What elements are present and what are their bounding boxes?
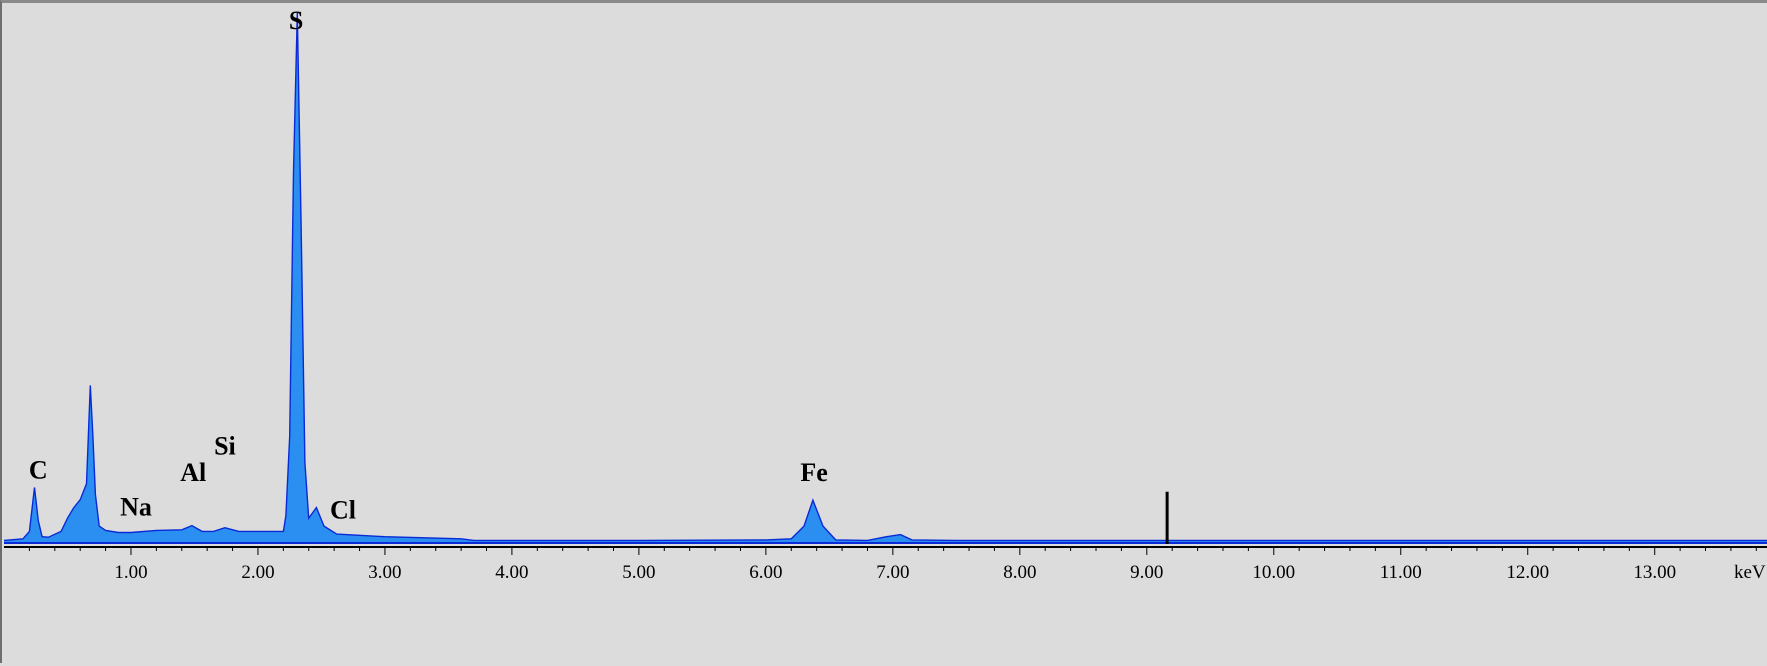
peak-labels: C Na Al Si S Cl Fe [29, 6, 828, 525]
x-tick-label: 10.00 [1252, 562, 1295, 583]
x-axis-ticks: 1.00 2.00 3.00 4.00 5.00 6.00 7.00 8.00 9.00 10.0… [28, 547, 1757, 583]
x-tick-label: 4.00 [495, 562, 528, 583]
spectrum-outline [3, 12, 1767, 542]
x-tick-label: 2.00 [241, 562, 274, 583]
x-tick-label: 6.00 [749, 562, 782, 583]
x-tick-label: 13.00 [1633, 562, 1676, 583]
peak-label-c: C [29, 456, 48, 485]
x-tick-label: 3.00 [368, 562, 401, 583]
x-tick-label: 7.00 [876, 562, 909, 583]
peak-label-s: S [289, 6, 303, 35]
spectrum-series [3, 12, 1767, 542]
x-tick-label: 9.00 [1130, 562, 1163, 583]
x-tick-label: 1.00 [114, 562, 147, 583]
peak-label-na: Na [120, 493, 152, 522]
peak-label-cl: Cl [330, 496, 356, 525]
x-tick-label: 11.00 [1380, 562, 1422, 583]
x-tick-label: 12.00 [1506, 562, 1549, 583]
peak-label-fe: Fe [800, 458, 827, 487]
x-axis [4, 542, 1767, 548]
spectrum-area [4, 13, 1767, 542]
peak-label-al: Al [180, 458, 206, 487]
eds-spectrum-chart: 1.00 2.00 3.00 4.00 5.00 6.00 7.00 8.00 9.00 10.0… [3, 6, 1767, 583]
x-axis-unit-label: keV [1734, 562, 1766, 583]
x-tick-label: 8.00 [1003, 562, 1036, 583]
x-tick-label: 5.00 [622, 562, 655, 583]
peak-label-si: Si [214, 432, 236, 461]
